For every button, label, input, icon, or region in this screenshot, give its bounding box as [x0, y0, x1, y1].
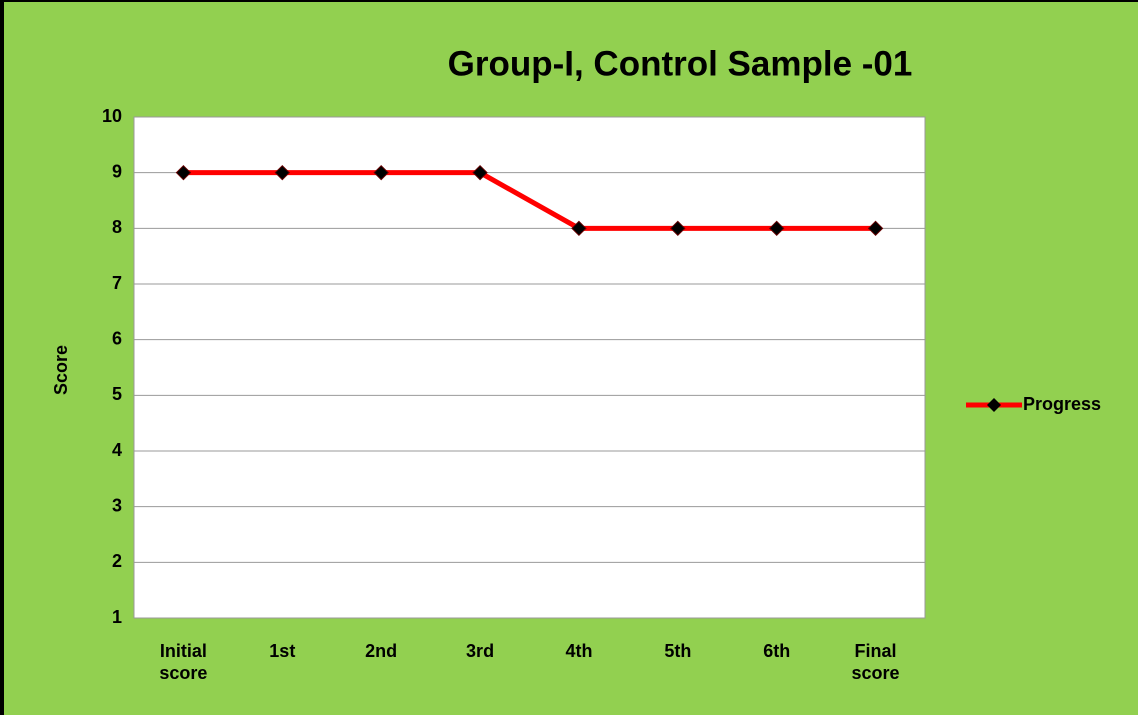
y-tick-label: 6: [112, 328, 122, 348]
x-tick-label: 1st: [269, 641, 296, 661]
y-tick-label: 10: [102, 106, 122, 126]
x-tick-label: 3rd: [466, 641, 495, 661]
marker: [768, 220, 785, 237]
x-tick-label: Final score: [851, 641, 900, 683]
marker: [472, 164, 488, 181]
x-tick-label: 6th: [763, 641, 791, 661]
y-axis-label: Score: [51, 345, 71, 395]
y-tick-label: 1: [112, 607, 122, 627]
x-tick-label: 2nd: [365, 641, 398, 661]
marker: [571, 220, 587, 237]
y-tick-label: 4: [112, 440, 122, 460]
marker: [175, 164, 192, 181]
x-tick-label: 5th: [664, 641, 692, 661]
y-tick-label: 3: [112, 495, 122, 515]
y-tick-label: 9: [112, 161, 122, 181]
chart-title: Group-I, Control Sample -01: [448, 44, 913, 83]
y-tick-label: 5: [112, 384, 122, 404]
marker: [670, 220, 686, 237]
series-line: [183, 170, 876, 231]
x-tick-label: 4th: [565, 641, 593, 661]
plot-area: [133, 116, 926, 619]
x-tick-label: Initial score: [159, 641, 208, 683]
chart-svg: Group-I, Control Sample -01 Score 1 2 3 4 5 6…: [51, 44, 1101, 627]
marker: [373, 164, 389, 181]
y-tick-label: 7: [112, 273, 122, 293]
marker: [867, 220, 884, 237]
legend-label: Progress: [1023, 394, 1101, 414]
y-tick-label: 2: [112, 551, 122, 571]
marker: [274, 164, 291, 181]
y-tick-label: 8: [112, 217, 122, 237]
legend-marker: [987, 398, 1001, 412]
